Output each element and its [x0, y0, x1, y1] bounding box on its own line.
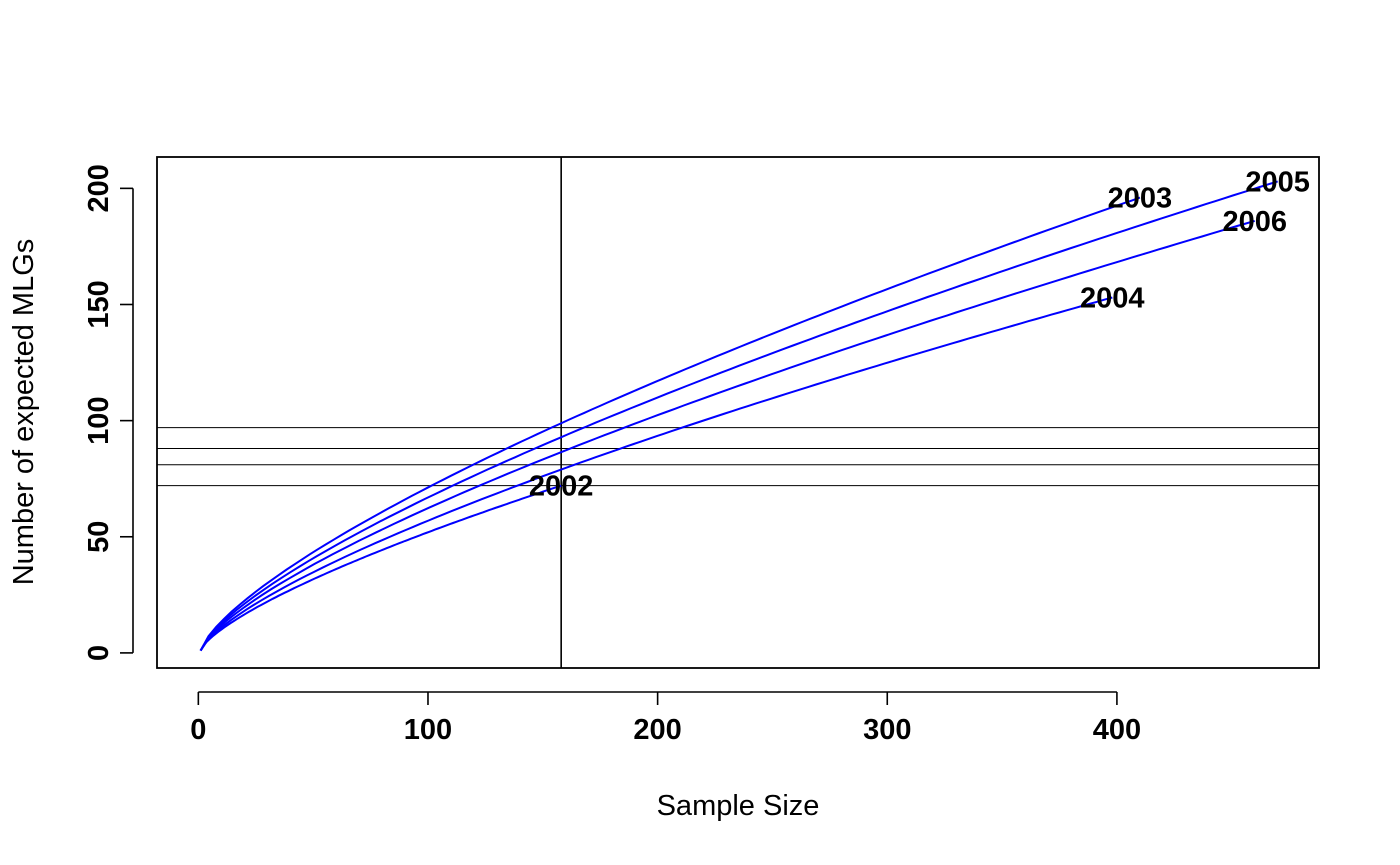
curve-2002	[199, 484, 562, 652]
curve-label-2004: 2004	[1080, 283, 1145, 315]
plot-box	[156, 156, 1320, 669]
x-tick-label: 200	[633, 714, 681, 746]
x-tick-label: 300	[863, 714, 911, 746]
curve-label-2005: 2005	[1245, 166, 1310, 198]
x-tick-label: 0	[190, 714, 206, 746]
x-axis-title: Sample Size	[657, 790, 820, 822]
y-tick-label: 0	[83, 645, 115, 661]
x-tick-label: 400	[1093, 714, 1141, 746]
y-tick-label: 150	[83, 280, 115, 328]
y-tick-label: 100	[83, 396, 115, 444]
x-axis: 0 100 200 300 400	[190, 691, 1141, 746]
x-tick-label: 100	[404, 714, 452, 746]
y-axis: 0 50 100 150 200	[83, 164, 134, 661]
curve-2005	[199, 180, 1278, 652]
y-tick-label: 200	[83, 164, 115, 212]
curve-2003	[199, 196, 1141, 652]
curve-label-2006: 2006	[1222, 206, 1287, 238]
curves	[199, 180, 1278, 652]
curve-2004	[199, 296, 1113, 652]
curve-2006	[199, 219, 1255, 652]
curve-labels: 2002 2003 2004 2005 2006	[529, 166, 1310, 502]
curve-label-2002: 2002	[529, 471, 594, 503]
y-axis-title: Number of expected MLGs	[8, 239, 40, 586]
y-tick-label: 50	[83, 521, 115, 553]
curve-label-2003: 2003	[1108, 183, 1173, 215]
reference-lines	[157, 157, 1319, 668]
